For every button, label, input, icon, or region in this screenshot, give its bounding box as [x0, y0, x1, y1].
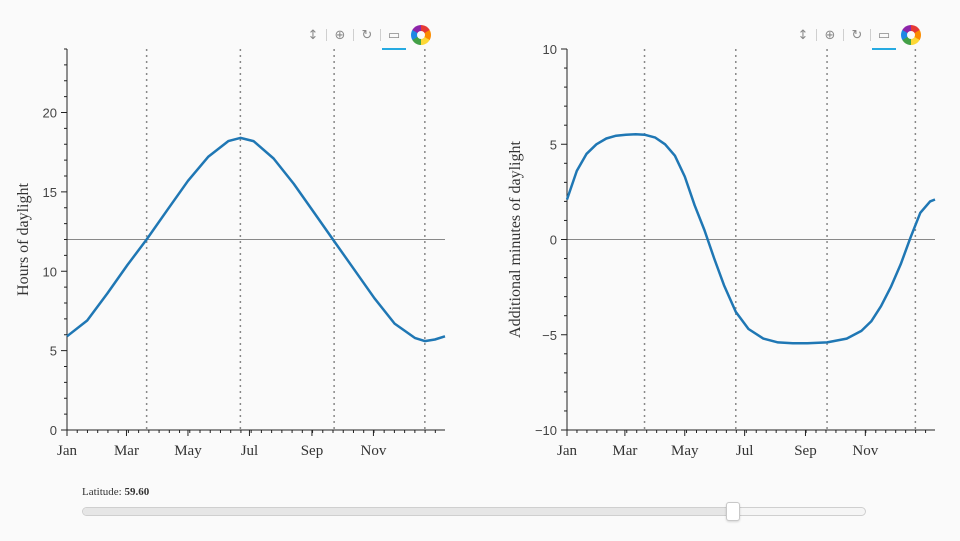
x-tick-label: Sep — [794, 443, 817, 459]
y-axis-title: Hours of daylight — [15, 183, 32, 296]
latitude-slider[interactable] — [82, 502, 866, 521]
bokeh-logo-icon[interactable] — [411, 25, 431, 45]
x-tick-label: May — [174, 443, 202, 459]
y-tick-label: −5 — [542, 328, 557, 343]
slider-fill — [83, 508, 733, 515]
y-tick-label: 15 — [43, 185, 57, 200]
chart-2: −10 −5 0 5 10 Jan Mar May Jul Sep Nov Additional mi… — [507, 42, 936, 459]
x-tick-label: Jan — [557, 443, 577, 459]
slider-handle[interactable] — [725, 502, 740, 521]
x-tick-label: Nov — [361, 443, 387, 459]
x-tick-label: Jan — [57, 443, 77, 459]
chart-toolbar-right: ↕ ⊕ ↻ ▭ — [790, 22, 921, 50]
toolbar-divider — [843, 29, 844, 41]
chart-1: 0 5 10 15 20 Jan Mar May Jul Sep Nov Hours of dayli… — [15, 48, 446, 459]
latitude-value: 59.60 — [124, 486, 150, 498]
wheel-zoom-icon[interactable]: ⊕ — [824, 27, 836, 43]
x-tick-label: Mar — [612, 443, 637, 459]
reset-icon[interactable]: ↻ — [361, 27, 373, 43]
wheel-zoom-icon[interactable]: ⊕ — [334, 27, 346, 43]
hover-tooltip-icon[interactable]: ▭ — [381, 23, 407, 50]
x-tick-label: May — [671, 443, 699, 459]
y-tick-label: −10 — [535, 423, 557, 438]
chart-toolbar-left: ↕ ⊕ ↻ ▭ — [300, 22, 431, 50]
latitude-slider-label: Latitude: 59.60 — [82, 486, 149, 498]
toolbar-divider — [870, 29, 871, 41]
x-tick-label: Jul — [736, 443, 754, 459]
x-tick-label: Mar — [114, 443, 139, 459]
hover-tooltip-icon[interactable]: ▭ — [871, 23, 897, 50]
data-series-line — [66, 136, 446, 343]
y-tick-label: 10 — [543, 42, 557, 57]
bokeh-logo-icon[interactable] — [901, 25, 921, 45]
toolbar-divider — [326, 29, 327, 41]
y-tick-label: 0 — [50, 423, 57, 438]
latitude-label-text: Latitude: — [82, 486, 122, 498]
reset-icon[interactable]: ↻ — [851, 27, 863, 43]
x-tick-label: Jul — [241, 443, 259, 459]
y-tick-label: 20 — [43, 106, 57, 121]
y-tick-label: 5 — [50, 344, 57, 359]
y-axis-title: Additional minutes of daylight — [507, 141, 524, 338]
data-series-line — [565, 133, 936, 345]
vertical-pan-icon[interactable]: ↕ — [797, 27, 809, 43]
toolbar-divider — [816, 29, 817, 41]
x-tick-label: Sep — [301, 443, 324, 459]
y-tick-label: 5 — [550, 137, 557, 152]
y-tick-label: 0 — [550, 233, 557, 248]
x-tick-label: Nov — [852, 443, 878, 459]
toolbar-divider — [353, 29, 354, 41]
toolbar-divider — [380, 29, 381, 41]
vertical-pan-icon[interactable]: ↕ — [307, 27, 319, 43]
y-tick-label: 10 — [43, 264, 57, 279]
